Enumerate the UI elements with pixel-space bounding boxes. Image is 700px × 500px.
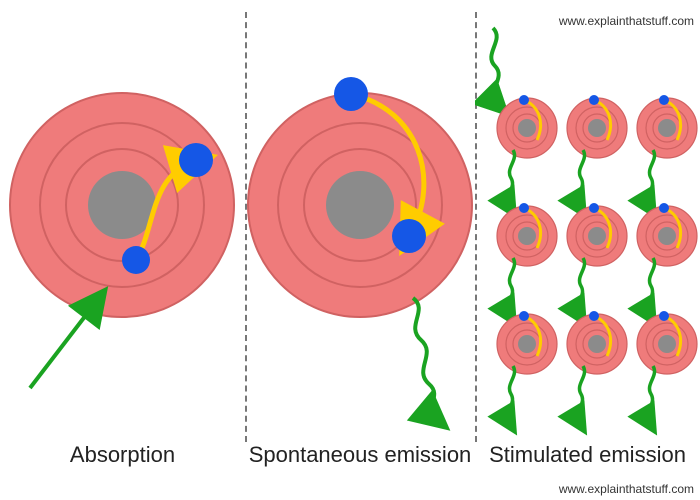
- panel-absorption: Absorption: [0, 0, 245, 500]
- diagram-container: Absorption Spontaneous: [0, 0, 700, 500]
- nucleus: [326, 171, 394, 239]
- panel-stimulated: Stimulated emission: [475, 0, 700, 500]
- panel-absorption-label: Absorption: [0, 442, 245, 468]
- attribution-text-bottom: www.explainthatstuff.com: [559, 482, 694, 496]
- mini-atom: [637, 311, 697, 422]
- panel-spontaneous: Spontaneous emission: [245, 0, 475, 500]
- panel-absorption-svg: [0, 0, 245, 440]
- photon-out-arrow: [413, 298, 435, 418]
- photon-stimulating-arrow: [491, 28, 498, 104]
- mini-atom: [497, 203, 557, 314]
- panel-spontaneous-label: Spontaneous emission: [245, 442, 475, 468]
- panel-stimulated-label: Stimulated emission: [475, 442, 700, 468]
- electron-upper: [179, 143, 213, 177]
- panel-stimulated-svg: [475, 0, 700, 440]
- mini-atom: [637, 203, 697, 314]
- attribution-text-top: www.explainthatstuff.com: [559, 14, 694, 28]
- mini-atom-grid: [497, 95, 697, 422]
- electron-lower: [122, 246, 150, 274]
- mini-atom: [567, 95, 627, 206]
- electron-upper: [334, 77, 368, 111]
- photon-in-arrow: [30, 302, 96, 388]
- mini-atom: [497, 95, 557, 206]
- mini-atom: [567, 311, 627, 422]
- mini-atom: [497, 311, 557, 422]
- panel-spontaneous-svg: [245, 0, 475, 440]
- mini-atom: [637, 95, 697, 206]
- electron-lower: [392, 219, 426, 253]
- mini-atom: [567, 203, 627, 314]
